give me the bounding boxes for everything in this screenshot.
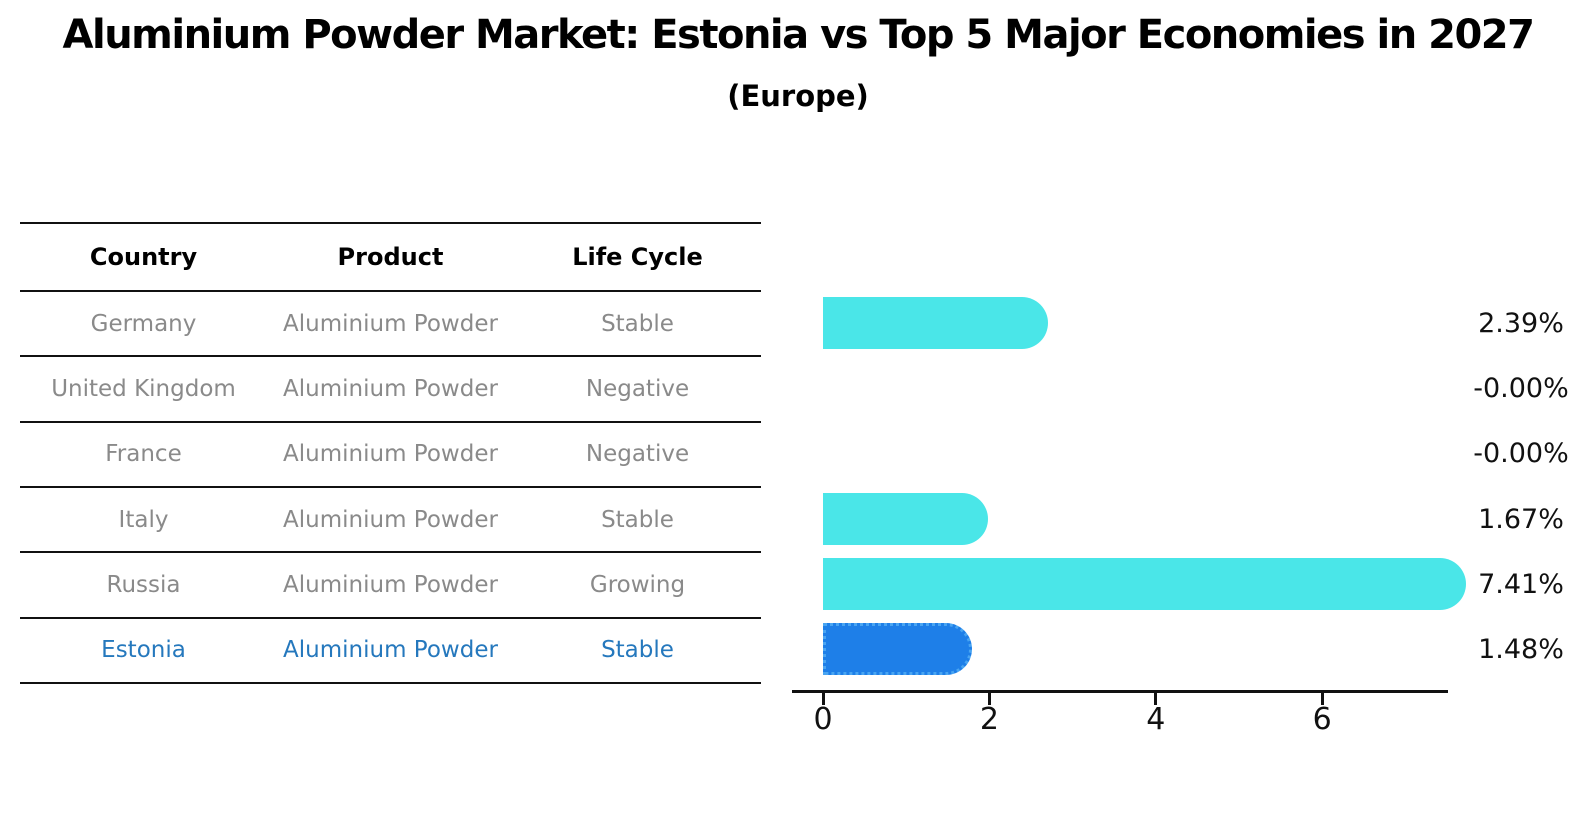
x-tick-mark-6	[1320, 693, 1324, 705]
bar-russia	[823, 557, 1466, 610]
country-cell: Russia	[106, 571, 181, 598]
x-tick-label-2: 2	[979, 702, 999, 737]
value-label-germany: 2.39%	[1478, 307, 1564, 339]
x-tick-label-6: 6	[1312, 702, 1332, 737]
value-label-italy: 1.67%	[1478, 503, 1564, 535]
product-cell: Aluminium Powder	[283, 310, 498, 337]
bar-italy	[823, 492, 988, 545]
chart-subtitle: (Europe)	[727, 79, 869, 113]
table-row-russia: Russia Aluminium Powder Growing	[20, 553, 761, 619]
country-cell: Germany	[90, 310, 197, 337]
table-body: Germany Aluminium Powder Stable United King…	[20, 292, 761, 684]
life-cycle-cell: Stable	[601, 310, 674, 337]
life-cycle-cell: Growing	[589, 571, 686, 598]
x-tick-mark-4	[1154, 693, 1158, 705]
value-label-france: -0.00%	[1473, 438, 1569, 470]
chart-title: Aluminium Powder Market: Estonia vs Top …	[62, 12, 1535, 58]
bar-estonia	[823, 623, 973, 676]
country-cell: United Kingdom	[51, 375, 236, 402]
x-axis-line	[792, 690, 1448, 693]
product-cell: Aluminium Powder	[283, 506, 498, 533]
country-cell: France	[105, 441, 182, 468]
x-tick-mark-2	[987, 693, 991, 705]
column-header-product: Product	[337, 243, 444, 271]
life-cycle-cell: Stable	[601, 637, 674, 664]
product-cell: Aluminium Powder	[283, 571, 498, 598]
product-cell: Aluminium Powder	[283, 375, 498, 402]
product-cell: Aluminium Powder	[283, 637, 498, 664]
table-row-germany: Germany Aluminium Powder Stable	[20, 292, 761, 358]
life-cycle-cell: Stable	[601, 506, 674, 533]
value-label-united-kingdom: -0.00%	[1473, 372, 1569, 404]
table-row-italy: Italy Aluminium Powder Stable	[20, 488, 761, 554]
country-info-table: Country Product Life Cycle Germany Alumin…	[20, 222, 761, 684]
x-tick-mark-0	[821, 693, 825, 705]
bar-germany	[823, 296, 1048, 349]
country-cell: Estonia	[101, 637, 186, 664]
country-cell: Italy	[118, 506, 169, 533]
x-tick-label-0: 0	[813, 702, 833, 737]
x-tick-label-4: 4	[1146, 702, 1166, 737]
table-row-france: France Aluminium Powder Negative	[20, 423, 761, 488]
column-header-country: Country	[89, 243, 198, 271]
life-cycle-cell: Negative	[585, 441, 690, 468]
column-header-life-cycle: Life Cycle	[572, 243, 703, 271]
value-label-russia: 7.41%	[1478, 568, 1564, 600]
product-cell: Aluminium Powder	[283, 441, 498, 468]
table-row-estonia: Estonia Aluminium Powder Stable	[20, 619, 761, 684]
value-label-estonia: 1.48%	[1478, 634, 1564, 666]
table-row-united-kingdom: United Kingdom Aluminium Powder Negative	[20, 357, 761, 423]
life-cycle-cell: Negative	[585, 375, 690, 402]
table-header-row: Country Product Life Cycle	[20, 224, 761, 292]
